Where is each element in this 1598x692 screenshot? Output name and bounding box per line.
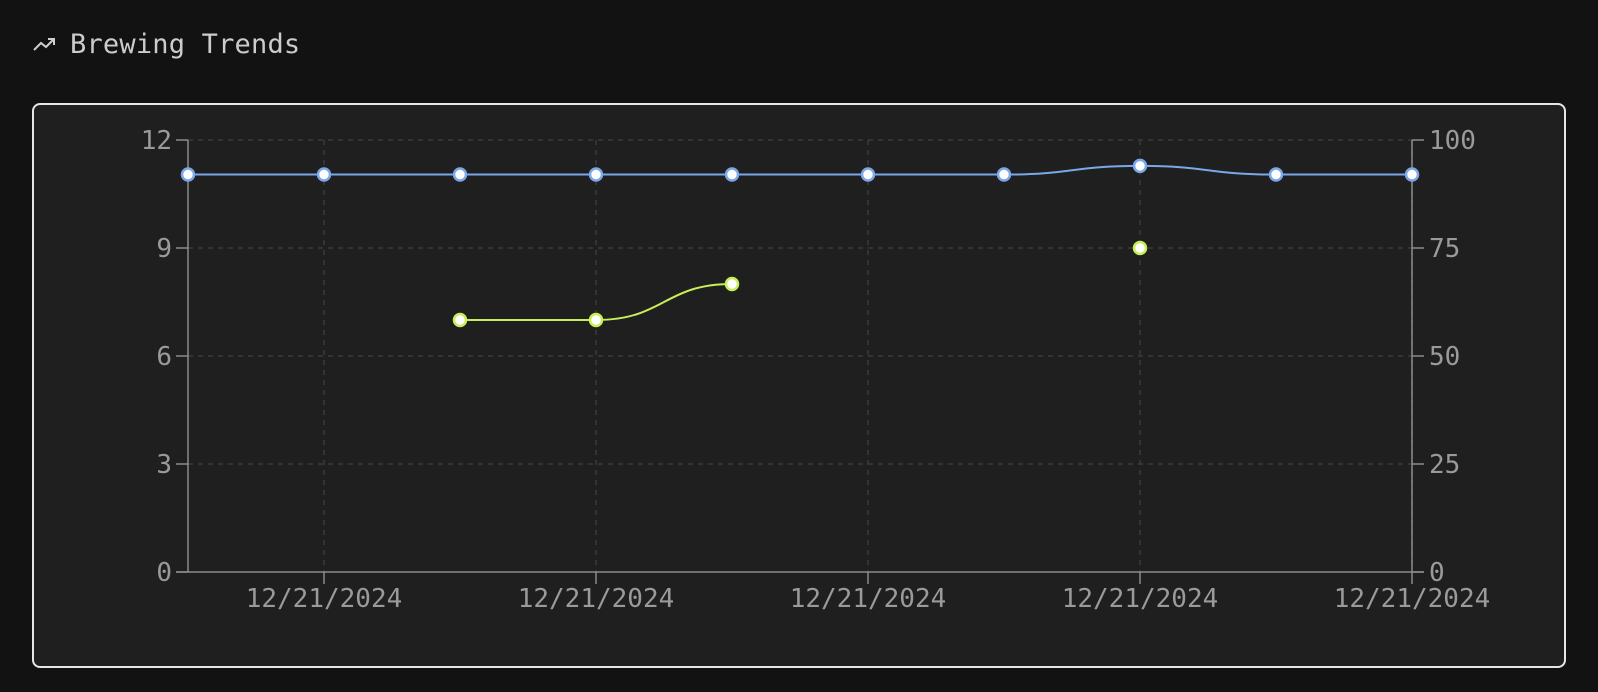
y-right-tick-label: 50 bbox=[1429, 342, 1460, 372]
series-2-point bbox=[1132, 240, 1148, 256]
x-tick-label: 12/21/2024 bbox=[790, 584, 947, 614]
y-right-tick-label: 25 bbox=[1429, 450, 1460, 480]
series-1-point bbox=[588, 167, 604, 182]
series-1-point bbox=[180, 167, 196, 182]
series-1-point bbox=[1132, 158, 1148, 174]
x-tick-label: 12/21/2024 bbox=[518, 584, 675, 614]
chart-header: Brewing Trends bbox=[32, 26, 300, 62]
series-1-point bbox=[1268, 167, 1284, 182]
x-tick-label: 12/21/2024 bbox=[1062, 584, 1219, 614]
y-right-tick-label: 100 bbox=[1429, 126, 1476, 156]
series-1-point bbox=[452, 167, 468, 182]
chart-card bbox=[32, 103, 1566, 668]
series-1-point bbox=[316, 167, 332, 182]
x-tick-label: 12/21/2024 bbox=[1334, 584, 1491, 614]
y-right-tick-label: 0 bbox=[1429, 558, 1445, 588]
series-1-point bbox=[860, 167, 876, 182]
series-1-line bbox=[187, 164, 1412, 176]
chart-grid bbox=[188, 139, 1413, 572]
y-left-tick-label: 9 bbox=[156, 234, 172, 264]
trending-up-icon bbox=[33, 38, 55, 51]
y-left-tick-label: 0 bbox=[156, 558, 172, 588]
series-2-point bbox=[588, 312, 604, 328]
series-1-point bbox=[1404, 167, 1420, 182]
y-right-tick-label: 75 bbox=[1429, 234, 1460, 264]
chart-series bbox=[180, 158, 1420, 328]
series-2-point bbox=[724, 276, 740, 292]
chart-labels: 0 3 6 9 12 0 25 50 75 100 12/21/2024 12/21/2024 12/2… bbox=[141, 126, 1491, 614]
chart-axes bbox=[176, 139, 1424, 584]
y-left-tick-label: 12 bbox=[141, 126, 172, 156]
y-left-tick-label: 6 bbox=[156, 342, 172, 372]
series-1-point bbox=[996, 167, 1012, 182]
series-2-point bbox=[452, 312, 468, 328]
y-left-tick-label: 3 bbox=[156, 450, 172, 480]
series-1-point bbox=[724, 167, 740, 182]
chart-title: Brewing Trends bbox=[70, 28, 301, 60]
x-tick-label: 12/21/2024 bbox=[246, 584, 403, 614]
